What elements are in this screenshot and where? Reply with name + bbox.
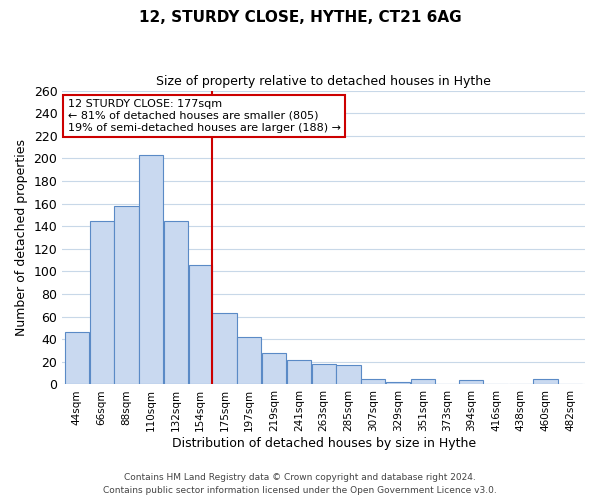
Text: Contains HM Land Registry data © Crown copyright and database right 2024.
Contai: Contains HM Land Registry data © Crown c… (103, 474, 497, 495)
Bar (337, 365, 361, 384)
Bar (459, 380, 484, 384)
Bar (262, 353, 286, 384)
Bar (311, 364, 336, 384)
Bar (189, 264, 212, 384)
X-axis label: Distribution of detached houses by size in Hythe: Distribution of detached houses by size … (172, 437, 476, 450)
Bar (89, 220, 114, 384)
Y-axis label: Number of detached properties: Number of detached properties (15, 139, 28, 336)
Bar (287, 360, 311, 384)
Bar (65, 332, 89, 384)
Bar (164, 220, 188, 384)
Title: Size of property relative to detached houses in Hythe: Size of property relative to detached ho… (156, 75, 491, 88)
Text: 12 STURDY CLOSE: 177sqm
← 81% of detached houses are smaller (805)
19% of semi-d: 12 STURDY CLOSE: 177sqm ← 81% of detache… (68, 100, 341, 132)
Bar (212, 313, 236, 384)
Bar (533, 379, 557, 384)
Text: 12, STURDY CLOSE, HYTHE, CT21 6AG: 12, STURDY CLOSE, HYTHE, CT21 6AG (139, 10, 461, 25)
Bar (386, 382, 410, 384)
Bar (115, 206, 139, 384)
Bar (410, 379, 435, 384)
Bar (237, 337, 262, 384)
Bar (361, 379, 385, 384)
Bar (139, 155, 163, 384)
